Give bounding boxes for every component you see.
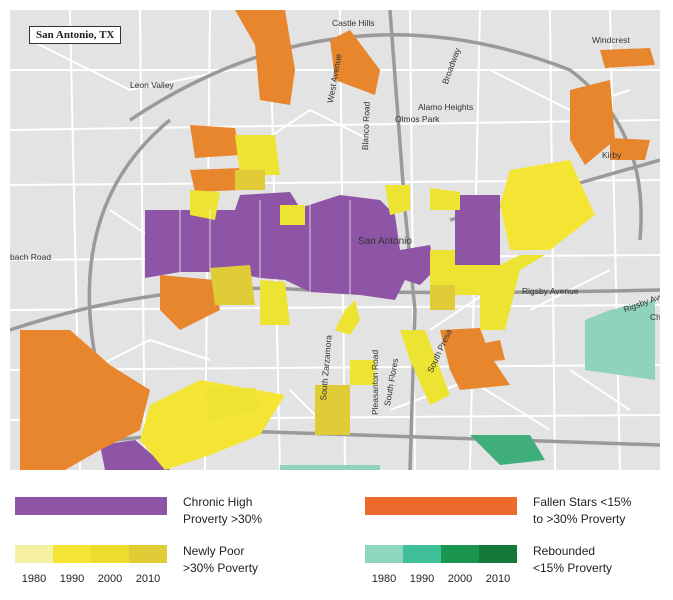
rebounded-label-line1: Rebounded bbox=[533, 544, 596, 558]
rebounded-2000-swatch bbox=[441, 545, 479, 563]
rebounded-year-2000: 2000 bbox=[447, 573, 473, 585]
fallen-label-line2: to >30% Proverty bbox=[533, 512, 626, 526]
newly-poor-label: Newly Poor >30% Poverty bbox=[183, 543, 258, 577]
chronic-swatch bbox=[15, 497, 167, 515]
fallen-label-line1: Fallen Stars <15% bbox=[533, 495, 632, 509]
fallen-label: Fallen Stars <15% to >30% Proverty bbox=[533, 494, 631, 528]
rebounded-year-2010: 2010 bbox=[485, 573, 511, 585]
chronic-areas bbox=[100, 192, 500, 470]
fallen-swatch bbox=[365, 497, 517, 515]
map-title: San Antonio, TX bbox=[29, 26, 122, 44]
label-rigsby-avenue: Rigsby Avenue bbox=[522, 286, 579, 296]
newly-poor-swatch bbox=[15, 545, 167, 563]
rebounded-year-1980: 1980 bbox=[371, 573, 397, 585]
label-olmos-park: Olmos Park bbox=[395, 114, 440, 124]
label-castle-hills: Castle Hills bbox=[332, 18, 375, 28]
tract-borders bbox=[179, 200, 351, 295]
rebounded-label-line2: <15% Proverty bbox=[533, 561, 613, 575]
rebounded-2010-swatch bbox=[479, 545, 517, 563]
label-kirby: Kirby bbox=[602, 150, 622, 160]
label-windcrest: Windcrest bbox=[592, 35, 630, 45]
rebounded-swatch bbox=[365, 545, 517, 563]
label-san-antonio: San Antonio bbox=[358, 236, 412, 247]
rebounded-1980-swatch bbox=[365, 545, 403, 563]
label-pleasanton-road: Pleasanton Road bbox=[370, 349, 380, 415]
newly-poor-year-1980: 1980 bbox=[21, 573, 47, 585]
newly-poor-areas bbox=[140, 135, 595, 470]
newly-poor-year-2000: 2000 bbox=[97, 573, 123, 585]
newly-poor-label-line1: Newly Poor bbox=[183, 544, 245, 558]
map: San Antonio, TX Castle Hills Windcrest L… bbox=[10, 10, 660, 470]
label-leon-valley: Leon Valley bbox=[130, 80, 174, 90]
newly-poor-year-2010: 2010 bbox=[135, 573, 161, 585]
newly-poor-2000-swatch bbox=[91, 545, 129, 563]
label-chi: Chi bbox=[650, 312, 660, 322]
newly-poor-label-line2: >30% Poverty bbox=[183, 561, 259, 575]
map-canvas bbox=[10, 10, 660, 470]
rebounded-areas bbox=[280, 300, 655, 470]
rebounded-year-1990: 1990 bbox=[409, 573, 435, 585]
chronic-label-line1: Chronic High bbox=[183, 495, 253, 509]
chronic-label: Chronic High Proverty >30% bbox=[183, 494, 262, 528]
newly-poor-2010-swatch bbox=[129, 545, 167, 563]
newly-poor-1980-swatch bbox=[15, 545, 53, 563]
fallen-areas bbox=[20, 10, 655, 470]
chronic-label-line2: Proverty >30% bbox=[183, 512, 263, 526]
rebounded-label: Rebounded <15% Proverty bbox=[533, 543, 612, 577]
label-alamo-heights: Alamo Heights bbox=[418, 102, 474, 112]
newly-poor-year-1990: 1990 bbox=[59, 573, 85, 585]
label-beach-road: bach Road bbox=[10, 252, 52, 262]
rebounded-1990-swatch bbox=[403, 545, 441, 563]
label-blanco-road: Blanco Road bbox=[360, 101, 372, 151]
newly-poor-1990-swatch bbox=[53, 545, 91, 563]
